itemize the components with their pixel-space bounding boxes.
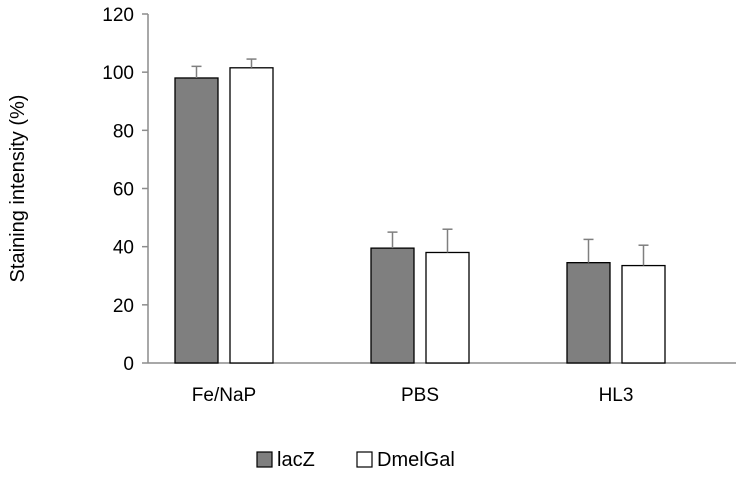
bar-lacz-hl3 [566,262,611,364]
legend-swatch-dmelgal [356,451,373,468]
y-tick-label: 60 [113,180,134,201]
y-tick-label: 120 [102,5,134,26]
bar-dmelgal-fe-nap [229,67,274,364]
y-tick-label: 0 [123,354,134,375]
legend: lacZ DmelGal [256,449,455,471]
y-tick-label: 80 [113,121,134,142]
bar-dmelgal-pbs [425,251,470,364]
labels: Staining intensity (%) Fe/NaP PBS HL3 [7,95,633,406]
bar-lacz-pbs [370,247,415,364]
y-tick-label: 40 [113,238,134,259]
bar-dmelgal-hl3 [621,264,666,364]
legend-label-dmelgal: DmelGal [377,449,455,471]
x-tick-label: PBS [401,385,439,406]
x-tick-label: Fe/NaP [192,385,256,406]
x-tick-label: HL3 [599,385,634,406]
legend-label-lacz: lacZ [277,449,315,471]
y-tick-label: 20 [113,296,134,317]
bar-lacz-fe-nap [174,77,219,364]
bars [174,58,666,364]
y-axis-title: Staining intensity (%) [7,95,29,283]
legend-swatch-lacz [256,451,273,468]
y-tick-label: 100 [102,63,134,84]
